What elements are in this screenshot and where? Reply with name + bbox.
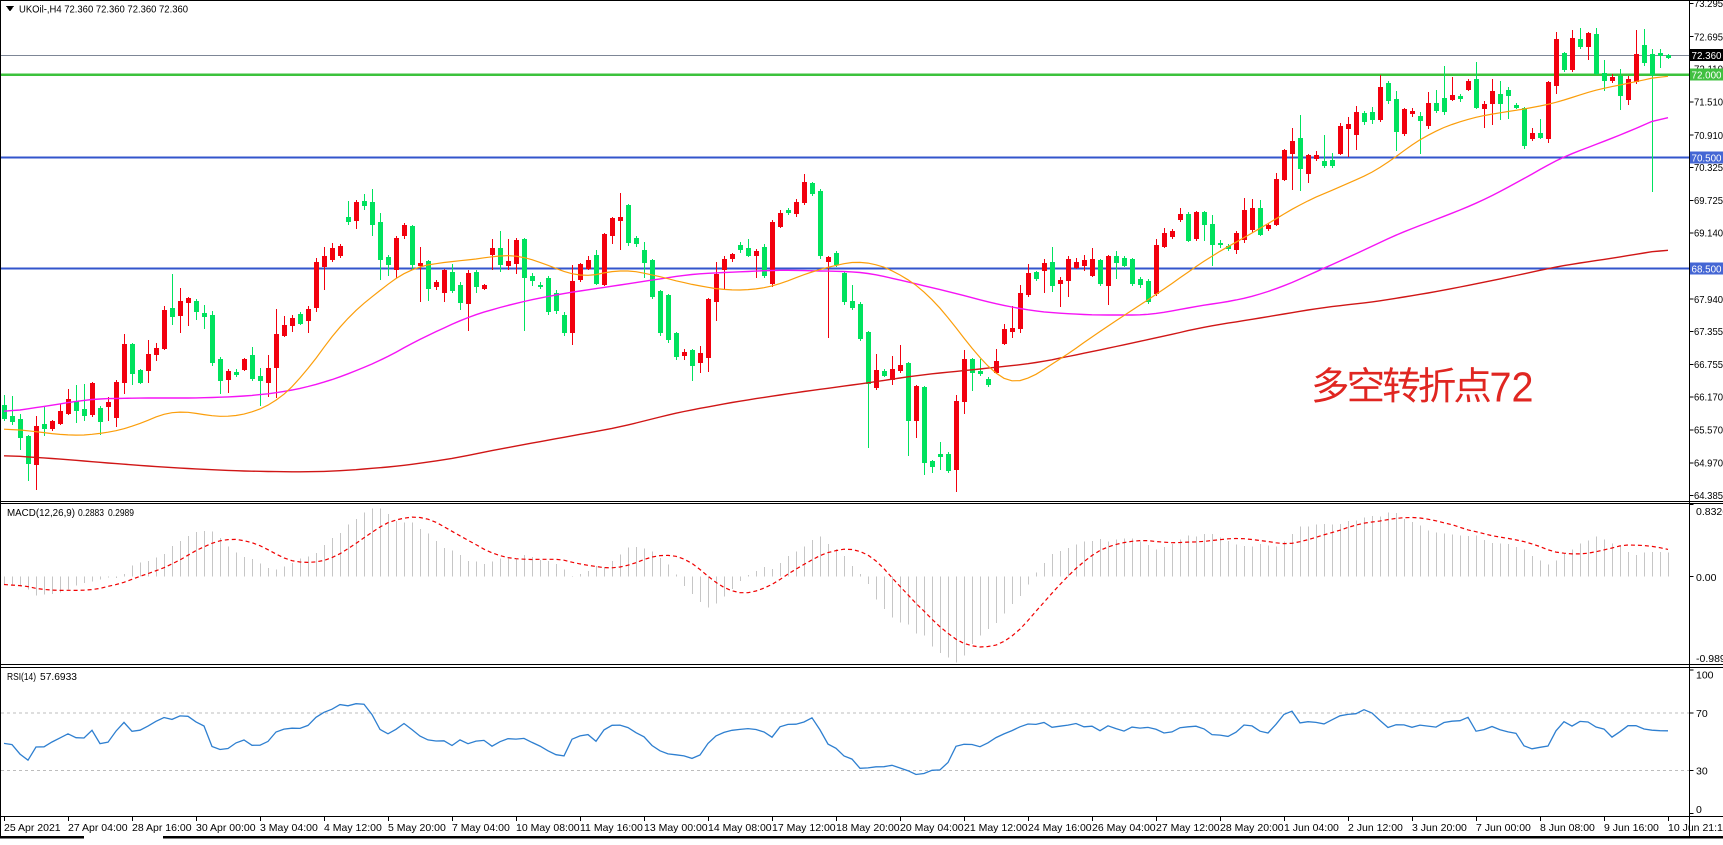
svg-text:0.00: 0.00: [1696, 572, 1717, 584]
svg-text:0.8326: 0.8326: [1696, 506, 1723, 518]
svg-text:72.360: 72.360: [1692, 50, 1722, 62]
svg-text:30: 30: [1696, 766, 1708, 778]
svg-text:3 Jun 20:00: 3 Jun 20:00: [1412, 822, 1467, 834]
svg-text:17 May 12:00: 17 May 12:00: [772, 822, 836, 834]
svg-text:64.970: 64.970: [1694, 458, 1723, 470]
svg-text:73.295: 73.295: [1694, 0, 1723, 10]
svg-text:66.170: 66.170: [1694, 392, 1723, 404]
svg-text:13 May 00:00: 13 May 00:00: [644, 822, 708, 834]
svg-text:70.910: 70.910: [1694, 130, 1723, 142]
svg-text:70.500: 70.500: [1692, 153, 1722, 165]
svg-text:11 May 16:00: 11 May 16:00: [580, 822, 643, 834]
svg-text:1 Jun 04:00: 1 Jun 04:00: [1284, 822, 1339, 834]
svg-text:20 May 04:00: 20 May 04:00: [900, 822, 964, 834]
svg-text:72.000: 72.000: [1692, 70, 1722, 82]
svg-text:4 May 12:00: 4 May 12:00: [324, 822, 382, 834]
svg-text:100: 100: [1696, 670, 1714, 682]
svg-text:-0.9897: -0.9897: [1696, 653, 1723, 665]
svg-text:3 May 04:00: 3 May 04:00: [260, 822, 318, 834]
svg-text:14 May 08:00: 14 May 08:00: [708, 822, 772, 834]
svg-text:69.140: 69.140: [1694, 228, 1723, 240]
svg-text:26 May 04:00: 26 May 04:00: [1092, 822, 1156, 834]
svg-text:0: 0: [1696, 804, 1702, 816]
svg-text:9 Jun 16:00: 9 Jun 16:00: [1604, 822, 1659, 834]
svg-text:0.2989: 0.2989: [108, 507, 134, 519]
svg-text:24 May 16:00: 24 May 16:00: [1028, 822, 1092, 834]
svg-text:UKOil-,H4 72.360 72.360 72.36: UKOil-,H4 72.360 72.360 72.360 72.360: [19, 4, 188, 16]
svg-text:8 Jun 08:00: 8 Jun 08:00: [1540, 822, 1595, 834]
svg-text:25 Apr 2021: 25 Apr 2021: [4, 822, 61, 834]
svg-text:2 Jun 12:00: 2 Jun 12:00: [1348, 822, 1403, 834]
svg-text:MACD(12,26,9): MACD(12,26,9): [7, 507, 75, 519]
svg-text:70: 70: [1696, 708, 1708, 720]
svg-text:18 May 20:00: 18 May 20:00: [836, 822, 900, 834]
svg-text:68.500: 68.500: [1692, 264, 1722, 276]
svg-text:21 May 12:00: 21 May 12:00: [964, 822, 1028, 834]
svg-text:72.695: 72.695: [1694, 31, 1723, 43]
svg-text:10 May 08:00: 10 May 08:00: [516, 822, 580, 834]
svg-text:10 Jun 21:15: 10 Jun 21:15: [1668, 822, 1723, 834]
svg-text:67.355: 67.355: [1694, 326, 1723, 338]
svg-text:28 Apr 16:00: 28 Apr 16:00: [132, 822, 192, 834]
svg-text:66.755: 66.755: [1694, 359, 1723, 371]
svg-text:5 May 20:00: 5 May 20:00: [388, 822, 446, 834]
svg-text:72: 72: [1490, 364, 1534, 411]
svg-text:30 Apr 00:00: 30 Apr 00:00: [196, 822, 256, 834]
svg-text:7 Jun 00:00: 7 Jun 00:00: [1476, 822, 1531, 834]
svg-text:64.385: 64.385: [1694, 490, 1723, 502]
svg-text:28 May 20:00: 28 May 20:00: [1220, 822, 1284, 834]
svg-text:70.325: 70.325: [1694, 162, 1723, 174]
svg-text:RSI(14): RSI(14): [7, 671, 36, 683]
svg-text:27 May 12:00: 27 May 12:00: [1156, 822, 1220, 834]
svg-text:7 May 04:00: 7 May 04:00: [452, 822, 510, 834]
svg-text:57.6933: 57.6933: [40, 671, 77, 683]
svg-text:27 Apr 04:00: 27 Apr 04:00: [68, 822, 128, 834]
svg-text:71.510: 71.510: [1694, 97, 1723, 109]
svg-text:65.570: 65.570: [1694, 425, 1723, 437]
svg-text:69.725: 69.725: [1694, 195, 1723, 207]
svg-text:0.2883: 0.2883: [78, 507, 104, 519]
svg-text:67.940: 67.940: [1694, 294, 1723, 306]
